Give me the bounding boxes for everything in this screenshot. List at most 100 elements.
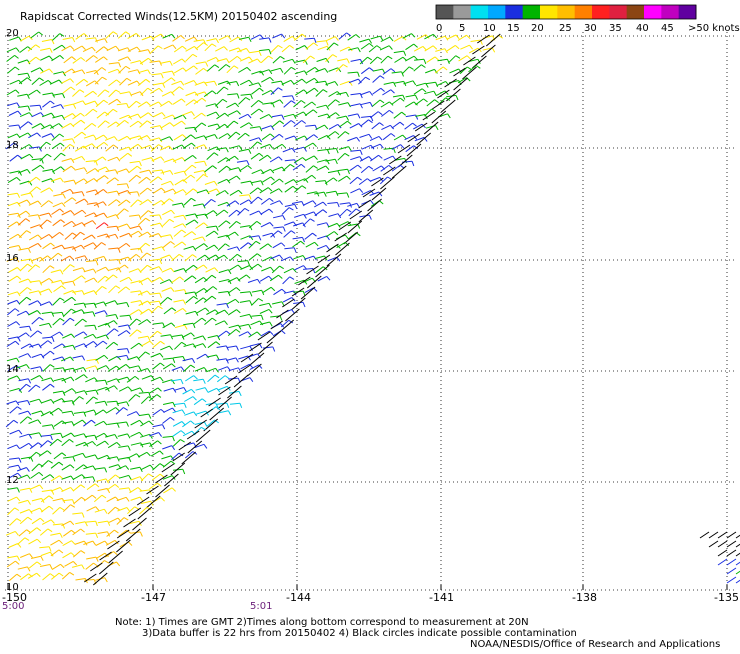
wind-barb	[196, 189, 207, 194]
wind-barb	[194, 443, 205, 449]
wind-barb-feather	[136, 329, 142, 334]
wind-barb	[304, 232, 313, 240]
wind-barb	[139, 112, 149, 119]
wind-barb	[74, 145, 84, 152]
wind-barb	[28, 89, 38, 96]
wind-barb-feather	[93, 134, 97, 140]
wind-barb-feather	[57, 252, 63, 257]
wind-barb	[161, 180, 171, 186]
wind-barb-feather	[455, 34, 460, 40]
edge-barb	[306, 275, 322, 289]
wind-barb-feather	[180, 366, 185, 372]
wind-barb	[106, 45, 116, 52]
wind-barb-feather	[38, 343, 42, 349]
lat-label-20: 20	[6, 28, 19, 39]
wind-barb	[40, 495, 50, 503]
wind-barb-feather	[92, 441, 97, 446]
wind-barb-feather	[39, 164, 45, 169]
wind-barb-feather	[368, 134, 373, 139]
wind-barb	[205, 103, 216, 107]
wind-barb-feather	[413, 55, 418, 61]
wind-barb-feather	[433, 90, 437, 96]
wind-barb-feather	[17, 464, 22, 470]
wind-barb	[270, 99, 281, 105]
wind-barb	[424, 45, 434, 52]
wind-barb	[149, 440, 158, 448]
wind-barb	[9, 518, 18, 526]
wind-barb	[160, 334, 171, 337]
wind-barb	[51, 231, 60, 239]
wind-barb	[62, 144, 71, 152]
wind-barb-feather	[388, 45, 393, 50]
wind-barb	[63, 456, 74, 459]
wind-barb	[172, 157, 183, 162]
wind-barb	[305, 42, 314, 50]
wind-barb-feather	[445, 97, 451, 101]
wind-barb	[317, 235, 327, 240]
wind-barb	[337, 192, 348, 195]
wind-barb	[149, 176, 159, 184]
wind-barb	[336, 115, 347, 119]
wind-barb	[8, 124, 19, 127]
wind-barb	[50, 177, 61, 182]
wind-barb-feather	[80, 244, 85, 250]
wind-barb	[349, 176, 358, 185]
wind-barb	[119, 152, 129, 160]
wind-barb-feather	[379, 122, 384, 127]
wind-barb-feather	[159, 450, 164, 455]
wind-barb	[84, 340, 94, 348]
wind-barb-feather	[170, 209, 175, 215]
wind-barb	[184, 451, 194, 459]
wind-barb	[271, 80, 282, 84]
wind-barb-feather	[127, 47, 131, 53]
wind-barb-feather	[95, 521, 98, 527]
wind-barb	[283, 66, 292, 75]
wind-barb	[6, 357, 17, 362]
wind-barb-feather	[268, 208, 274, 213]
lon-label-135: -135	[714, 591, 739, 604]
wind-barb-feather	[81, 209, 87, 215]
wind-barb	[86, 389, 96, 393]
wind-barb-feather	[60, 152, 66, 157]
wind-barb	[370, 176, 381, 182]
wind-barb	[424, 33, 434, 40]
wind-barb-feather	[434, 56, 440, 61]
wind-barb-feather	[332, 54, 338, 58]
wind-barb	[39, 440, 49, 448]
wind-barb-feather	[72, 103, 77, 109]
edge-barb	[266, 330, 282, 344]
wind-barb	[317, 134, 328, 141]
wind-barb-feather	[113, 320, 118, 325]
wind-barb-feather	[116, 98, 121, 104]
wind-barb-feather	[203, 444, 208, 449]
wind-barb-feather	[244, 207, 250, 212]
wind-barb	[294, 265, 304, 271]
wind-barb-feather	[248, 79, 253, 85]
wind-barb-feather	[135, 411, 140, 416]
wind-barb-feather	[48, 460, 53, 464]
wind-barb	[8, 573, 18, 582]
wind-barb	[95, 222, 105, 230]
edge-barb	[414, 122, 428, 132]
wind-barb-feather	[259, 87, 264, 92]
wind-barb-feather	[202, 335, 207, 341]
wind-barb-feather	[279, 178, 284, 183]
wind-barb	[216, 112, 226, 120]
wind-barb-feather	[162, 424, 166, 430]
wind-barb-feather	[81, 45, 86, 50]
wind-barb-feather	[13, 419, 19, 424]
wind-barb-feather	[257, 58, 262, 64]
wind-barb	[62, 333, 72, 339]
wind-barb	[31, 317, 40, 325]
wind-barb-feather	[301, 33, 307, 38]
wind-barb	[94, 212, 104, 218]
wind-barb	[393, 134, 403, 141]
wind-barb-feather	[203, 42, 208, 46]
wind-barb	[194, 297, 204, 305]
wind-barb-feather	[126, 330, 131, 335]
wind-barb-feather	[92, 540, 97, 546]
wind-barb	[228, 367, 239, 372]
wind-barb-feather	[146, 176, 151, 181]
wind-barb-feather	[238, 47, 242, 53]
wind-barb-feather	[191, 231, 197, 236]
